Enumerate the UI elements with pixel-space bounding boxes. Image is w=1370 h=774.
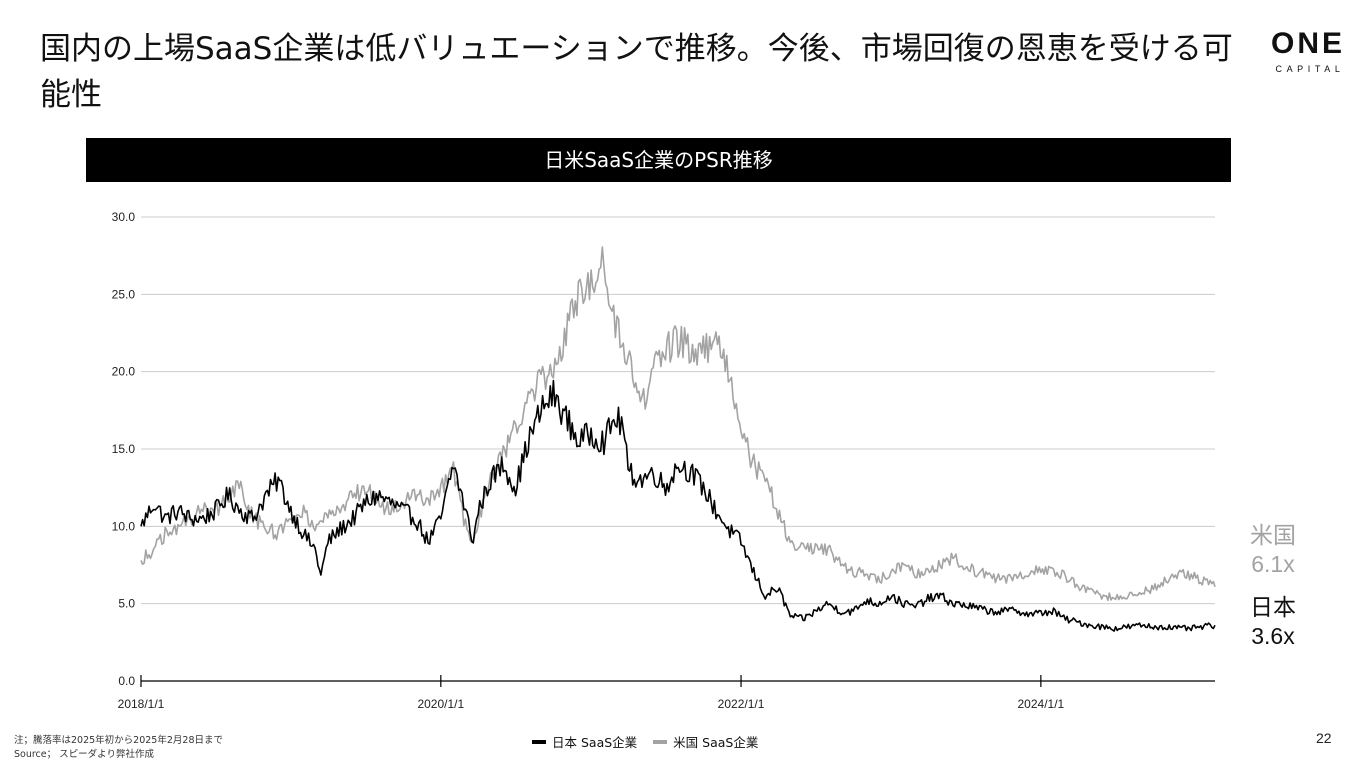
one-capital-logo: ONE CAPITAL bbox=[1262, 27, 1354, 75]
us-end-label: 米国 6.1x bbox=[1238, 521, 1308, 579]
chart-legend: 日本 SaaS企業 米国 SaaS企業 bbox=[532, 732, 758, 751]
logo-name: ONE bbox=[1270, 27, 1345, 60]
japan-end-label: 日本 3.6x bbox=[1238, 593, 1308, 651]
x-tick-label-1: 2020/1/1 bbox=[417, 697, 464, 711]
page-number: 22 bbox=[1316, 730, 1332, 746]
y-tick-label-1: 5.0 bbox=[118, 597, 135, 611]
japan-end-label-country: 日本 bbox=[1250, 594, 1296, 620]
us-end-label-value: 6.1x bbox=[1251, 551, 1295, 577]
y-tick-label-6: 30.0 bbox=[112, 210, 136, 224]
legend-swatch-us bbox=[653, 739, 668, 744]
footnote-source: Source； スピーダより弊社作成 bbox=[14, 749, 154, 760]
logo-subtitle: CAPITAL bbox=[1275, 64, 1345, 74]
chart-title-banner: 日米SaaS企業のPSR推移 bbox=[86, 138, 1231, 182]
legend-item-japan: 日本 SaaS企業 bbox=[532, 732, 637, 751]
footnotes: 注；騰落率は2025年初から2025年2月28日まで Source； スピーダよ… bbox=[14, 734, 223, 762]
y-tick-label-2: 10.0 bbox=[112, 519, 136, 533]
series-line-us bbox=[140, 246, 1216, 602]
x-tick-label-2: 2022/1/1 bbox=[718, 697, 765, 711]
us-end-label-country: 米国 bbox=[1250, 522, 1296, 548]
x-tick-label-3: 2024/1/1 bbox=[1018, 697, 1065, 711]
legend-item-us: 米国 SaaS企業 bbox=[653, 732, 758, 751]
footnote-note: 注；騰落率は2025年初から2025年2月28日まで bbox=[14, 735, 223, 746]
y-tick-label-0: 0.0 bbox=[118, 674, 135, 688]
slide-title: 国内の上場SaaS企業は低バリュエーションで推移。今後、市場回復の恩恵を受ける可… bbox=[40, 31, 1233, 113]
legend-label-japan: 日本 SaaS企業 bbox=[552, 735, 638, 750]
legend-label-us: 米国 SaaS企業 bbox=[673, 735, 759, 750]
y-tick-label-3: 15.0 bbox=[112, 442, 136, 456]
y-tick-label-4: 20.0 bbox=[112, 365, 136, 379]
series-line-japan bbox=[140, 379, 1216, 632]
x-tick-label-0: 2018/1/1 bbox=[118, 697, 165, 711]
y-tick-label-5: 25.0 bbox=[112, 287, 136, 301]
japan-end-label-value: 3.6x bbox=[1251, 623, 1295, 649]
legend-swatch-japan bbox=[532, 739, 546, 744]
